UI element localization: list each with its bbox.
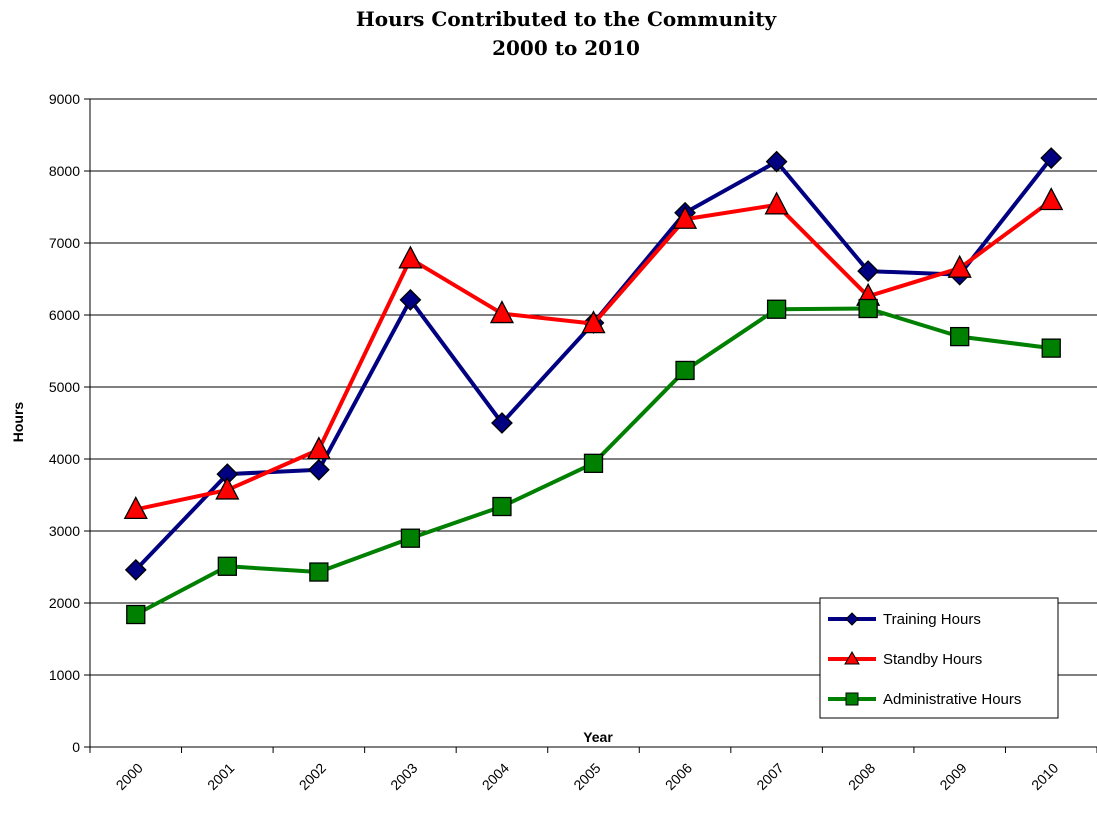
point-training-hours-2010	[1040, 147, 1063, 169]
legend-label-administrative-hours: Administrative Hours	[883, 691, 1021, 708]
x-tick-labels: 2000 2001 2002 2003 2004 2005 2006 2007 2008 2009…	[113, 760, 1062, 793]
point-standby-hours-2009	[947, 254, 972, 278]
series-administrative-hours	[126, 298, 1061, 625]
point-administrative-hours-2006	[675, 360, 695, 381]
x-tick-label-2000: 2000	[113, 760, 146, 793]
y-tick-label-6000: 6000	[49, 307, 80, 323]
y-tick-label-0: 0	[72, 739, 80, 755]
point-standby-hours-2002	[306, 436, 331, 460]
series-training-hours	[124, 147, 1063, 581]
point-standby-hours-2006	[672, 205, 698, 229]
point-administrative-hours-2001	[217, 556, 237, 576]
point-standby-hours-2004	[489, 300, 515, 324]
x-tick-label-2002: 2002	[296, 760, 329, 793]
legend-marker-training-hours	[845, 612, 859, 626]
chart-title: Hours Contributed to the Community	[356, 7, 778, 31]
series-layer	[123, 147, 1064, 625]
legend-marker-administrative-hours	[845, 692, 859, 706]
chart-subtitle: 2000 to 2010	[492, 36, 640, 60]
x-tick-label-2009: 2009	[936, 760, 969, 793]
x-tick-label-2003: 2003	[387, 760, 420, 793]
point-administrative-hours-2007	[766, 299, 787, 319]
y-tick-label-5000: 5000	[49, 379, 80, 395]
y-tick-label-4000: 4000	[49, 451, 80, 467]
point-administrative-hours-2009	[950, 326, 970, 347]
point-training-hours-2008	[857, 260, 880, 282]
x-tick-label-2008: 2008	[845, 760, 878, 793]
point-administrative-hours-2010	[1041, 338, 1061, 358]
x-tick-label-2001: 2001	[204, 760, 237, 793]
legend-item-standby-hours: Standby Hours	[828, 651, 982, 668]
legend-label-standby-hours: Standby Hours	[883, 651, 982, 668]
point-administrative-hours-2002	[309, 562, 329, 582]
y-tick-label-9000: 9000	[49, 91, 80, 107]
point-administrative-hours-2004	[492, 496, 512, 517]
point-administrative-hours-2000	[126, 604, 146, 625]
point-standby-hours-2010	[1039, 187, 1064, 211]
point-training-hours-2007	[765, 150, 788, 173]
gridlines	[90, 98, 1097, 676]
legend-marker-standby-hours	[844, 651, 860, 665]
point-training-hours-2000	[124, 558, 147, 581]
x-tick-label-2004: 2004	[479, 760, 512, 793]
x-tick-label-2007: 2007	[753, 760, 786, 793]
y-tick-label-7000: 7000	[49, 235, 80, 251]
legend-item-training-hours: Training Hours	[828, 611, 981, 628]
point-standby-hours-2005	[581, 310, 606, 334]
point-administrative-hours-2003	[400, 528, 421, 548]
point-administrative-hours-2008	[858, 298, 878, 319]
point-training-hours-2003	[399, 288, 422, 311]
legend-item-administrative-hours: Administrative Hours	[828, 691, 1021, 708]
series-standby-hours	[123, 187, 1064, 520]
axes	[84, 98, 1097, 753]
legend-label-training-hours: Training Hours	[883, 611, 981, 628]
point-standby-hours-2000	[123, 495, 148, 520]
series-line-training-hours	[134, 156, 1053, 572]
y-tick-label-3000: 3000	[49, 523, 80, 539]
y-tick-label-8000: 8000	[49, 163, 80, 179]
point-administrative-hours-2005	[583, 453, 604, 473]
y-tick-label-2000: 2000	[49, 595, 80, 611]
x-axis-label: Year	[583, 729, 613, 745]
point-standby-hours-2001	[215, 476, 240, 500]
x-tick-label-2006: 2006	[662, 760, 695, 793]
x-tick-label-2005: 2005	[570, 760, 603, 793]
y-axis-label: Hours	[10, 402, 26, 443]
point-standby-hours-2007	[764, 191, 789, 215]
x-tick-label-2010: 2010	[1028, 760, 1061, 793]
point-training-hours-2002	[307, 458, 330, 481]
point-training-hours-2004	[491, 412, 513, 434]
y-tick-labels: 0 1000 2000 3000 4000 5000 6000 7000 8000 9000	[49, 91, 80, 755]
point-standby-hours-2003	[398, 245, 423, 269]
legend: Training Hours Standby Hours Administrativ…	[819, 597, 1059, 719]
y-tick-label-1000: 1000	[49, 667, 80, 683]
